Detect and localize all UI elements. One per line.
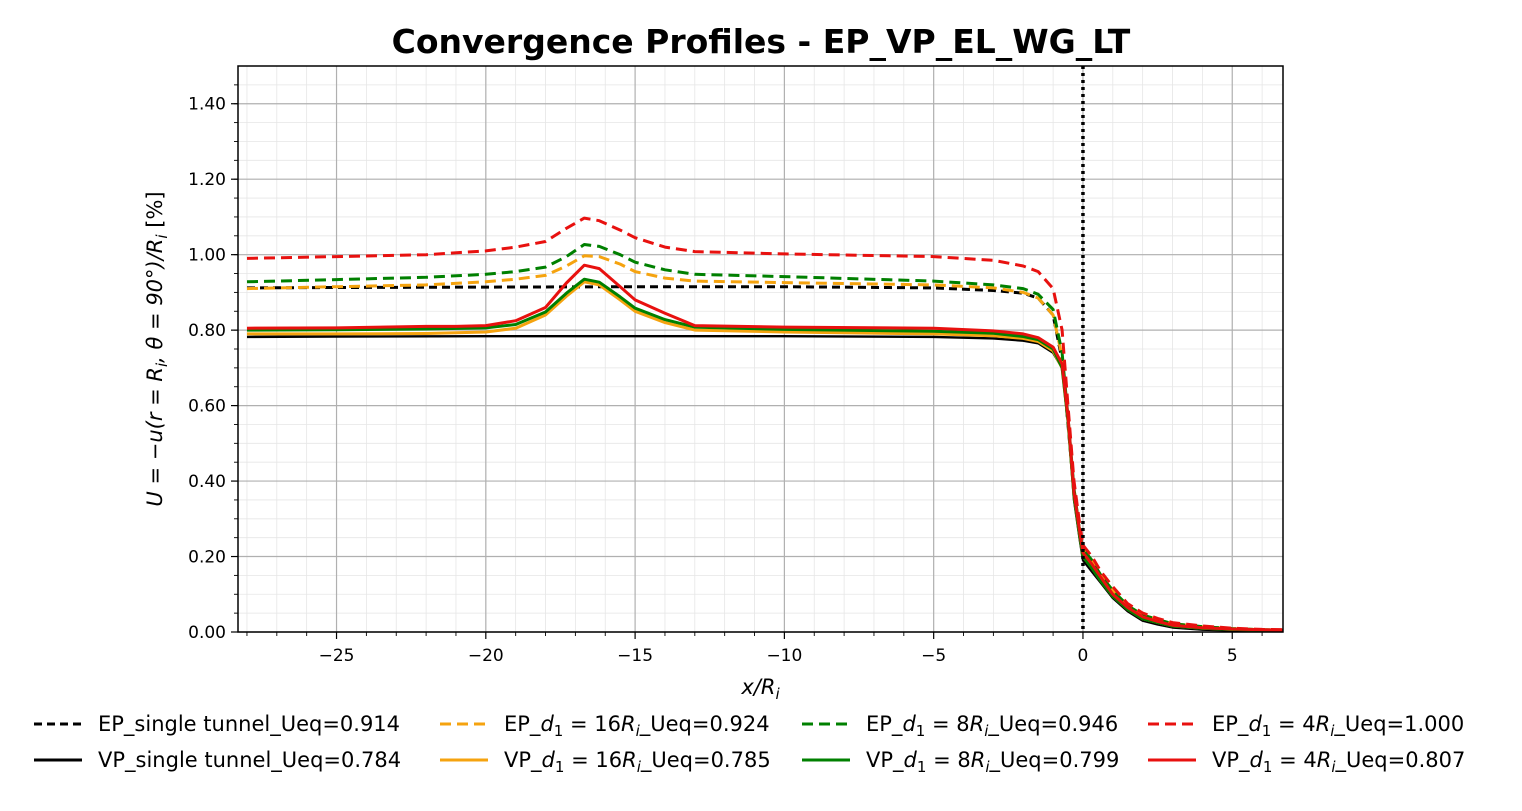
series-line-5 [246, 216, 1283, 632]
x-tick-label: 0 [1078, 646, 1089, 666]
legend-label-1: EP_single tunnel_Ueq=0.914 [98, 712, 400, 737]
series-group [246, 66, 1283, 632]
x-axis-label: x/Ri [740, 675, 780, 703]
x-tick-label: −5 [921, 646, 946, 666]
legend-label-3: EP_d1 = 8Ri_Ueq=0.946 [866, 712, 1118, 740]
x-tick-label: −10 [766, 646, 802, 666]
legend-label-6: VP_d1 = 16Ri_Ueq=0.785 [504, 748, 771, 776]
y-axis-label-text: U = −u(r = Ri, θ = 90°)/Ri [%] [143, 191, 171, 506]
series-line-3 [246, 254, 1283, 632]
y-tick-label: 1.00 [188, 246, 226, 266]
x-tick-label: 5 [1227, 646, 1238, 666]
y-tick-label: 0.40 [188, 472, 226, 492]
series-line-6 [247, 280, 1283, 632]
legend-label-2: EP_d1 = 16Ri_Ueq=0.924 [504, 712, 770, 740]
x-tick-label: −15 [617, 646, 653, 666]
legend-label-8: VP_d1 = 4Ri_Ueq=0.807 [1212, 748, 1465, 776]
series-line-7 [246, 277, 1283, 632]
y-axis-label: U = −u(r = Ri, θ = 90°)/Ri [%] [143, 191, 171, 506]
x-tick-label: −25 [319, 646, 355, 666]
series-line-1 [246, 285, 1283, 632]
x-axis-label-text: x/Ri [740, 675, 780, 703]
y-tick-label: 0.60 [188, 397, 226, 417]
chart-title: Convergence Profiles - EP_VP_EL_WG_LT [392, 22, 1131, 61]
series-line-2 [246, 335, 1283, 632]
series-line-4 [246, 243, 1283, 632]
series-line-8 [246, 263, 1283, 632]
legend-label-5: VP_single tunnel_Ueq=0.784 [98, 748, 401, 773]
grid-minor [238, 66, 1283, 632]
x-axis-ticks: −25 −20 −15 −10 −5 0 5 [246, 632, 1263, 666]
y-tick-label: 0.00 [188, 623, 226, 643]
legend-label-4: EP_d1 = 4Ri_Ueq=1.000 [1212, 712, 1464, 740]
legend: EP_single tunnel_Ueq=0.914 EP_d1 = 16Ri_U… [34, 712, 1465, 776]
y-tick-label: 1.20 [188, 170, 226, 190]
y-tick-label: 0.20 [188, 548, 226, 568]
x-tick-label: −20 [468, 646, 504, 666]
legend-label-7: VP_d1 = 8Ri_Ueq=0.799 [866, 748, 1119, 776]
y-axis-ticks: 0.00 0.20 0.40 0.60 0.80 1.00 1.20 1.40 [188, 84, 238, 643]
y-tick-label: 1.40 [188, 95, 226, 115]
y-tick-label: 0.80 [188, 321, 226, 341]
